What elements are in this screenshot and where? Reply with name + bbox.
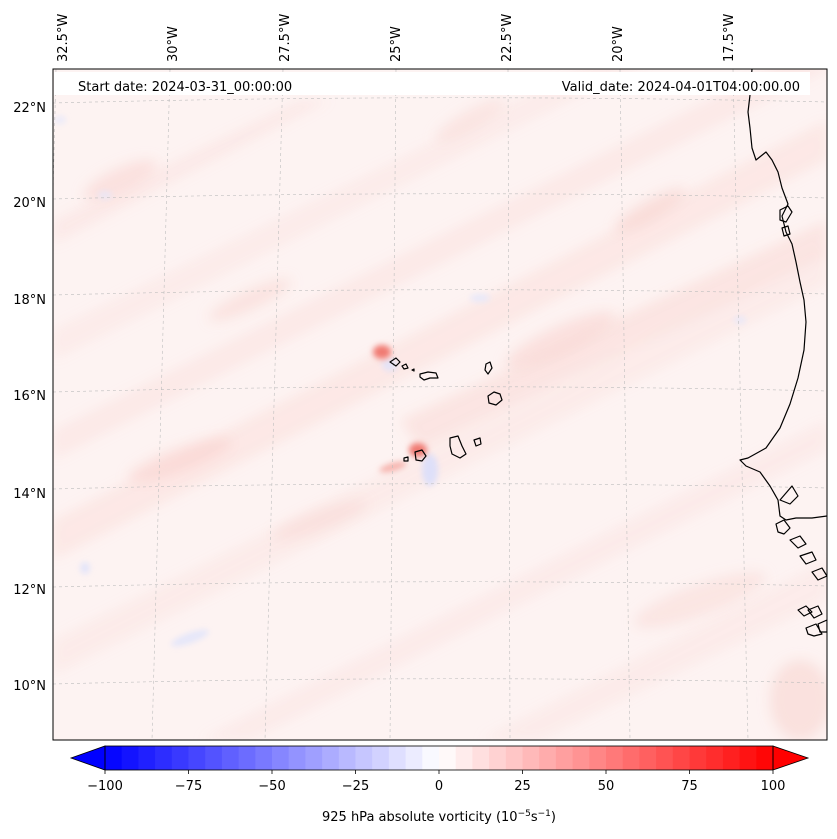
colorbar-cell — [372, 746, 390, 770]
colorbar: −100 −75 −50 −25 0 25 50 75 100 925 hPa absolute… — [69, 745, 810, 825]
longitude-labels: 32.5°W 30°W 27.5°W 25°W 22.5°W 20°W 17.5… — [56, 14, 737, 62]
lat-label: 14°N — [13, 487, 46, 502]
lat-label: 16°N — [13, 389, 46, 404]
colorbar-ticks: −100 −75 −50 −25 0 25 50 75 100 — [87, 770, 785, 794]
island-fogo — [414, 449, 427, 462]
lon-label: 22.5°W — [500, 14, 515, 62]
island-maio — [473, 437, 482, 447]
colorbar-cell — [656, 746, 674, 770]
colorbar-cell — [539, 746, 557, 770]
colorbar-cell — [522, 746, 540, 770]
map-frame — [52, 68, 828, 741]
colorbar-cell — [238, 746, 256, 770]
lon-label: 27.5°W — [278, 14, 293, 62]
colorbar-tick-label: −25 — [342, 779, 369, 794]
colorbar-cell — [188, 746, 206, 770]
colorbar-cell — [405, 746, 423, 770]
lon-label: 20°W — [611, 26, 626, 62]
colorbar-cell — [589, 746, 607, 770]
colorbar-cell — [555, 746, 574, 770]
annotation-box — [54, 72, 810, 95]
colorbar-tick-label: 0 — [435, 779, 443, 794]
colorbar-cell — [288, 746, 306, 770]
colorbar-cell — [622, 746, 640, 770]
colorbar-cell — [672, 746, 691, 770]
colorbar-cell — [439, 746, 457, 770]
lat-label: 12°N — [13, 583, 46, 598]
coastlines — [389, 69, 827, 637]
colorbar-cell — [338, 746, 357, 770]
colorbar-cell — [639, 746, 657, 770]
lat-label: 22°N — [13, 101, 46, 116]
vorticity-field — [53, 69, 827, 740]
lon-label: 17.5°W — [722, 14, 737, 62]
colorbar-tick-label: 25 — [514, 779, 531, 794]
colorbar-cell — [355, 746, 373, 770]
map-panel: Start date: 2024-03-31_00:00:00 Valid_da… — [13, 14, 828, 741]
colorbar-tick-label: −50 — [258, 779, 285, 794]
island-sao-vicente — [401, 363, 409, 370]
colorbar-cell — [221, 746, 240, 770]
colorbar-tick-label: 50 — [598, 779, 615, 794]
island-brava — [403, 456, 409, 462]
island-santo-antao — [389, 357, 401, 367]
colorbar-cell — [606, 746, 624, 770]
island-sao-nicolau — [419, 371, 439, 381]
colorbar-tick-label: −75 — [175, 779, 202, 794]
island-sal — [484, 361, 493, 375]
colorbar-cell — [472, 746, 490, 770]
lat-label: 20°N — [13, 196, 46, 211]
colorbar-cell — [689, 746, 707, 770]
colorbar-extend-high — [772, 745, 810, 771]
lat-label: 10°N — [13, 679, 46, 694]
colorbar-tick-label: 75 — [681, 779, 698, 794]
colorbar-cell — [489, 746, 507, 770]
colorbar-cell — [722, 746, 741, 770]
start-date-label: Start date: 2024-03-31_00:00:00 — [78, 80, 292, 95]
valid-date-label: Valid_date: 2024-04-01T04:00:00.00 — [562, 80, 800, 95]
colorbar-cell — [756, 746, 774, 770]
colorbar-cell — [138, 746, 156, 770]
island-santiago — [449, 435, 467, 459]
colorbar-cell — [272, 746, 290, 770]
colorbar-cell — [205, 746, 223, 770]
colorbar-label: 925 hPa absolute vorticity (10−5s−1) — [322, 809, 556, 825]
island-boa-vista — [487, 391, 503, 406]
colorbar-cell — [171, 746, 190, 770]
colorbar-cell — [706, 746, 724, 770]
latitude-labels: 22°N 20°N 18°N 16°N 14°N 12°N 10°N — [13, 101, 46, 694]
colorbar-cell — [388, 746, 407, 770]
colorbar-cell — [121, 746, 139, 770]
colorbar-cell — [322, 746, 340, 770]
lon-label: 25°W — [389, 26, 404, 62]
colorbar-extend-low — [69, 745, 106, 771]
colorbar-cells — [105, 746, 774, 770]
lat-label: 18°N — [13, 293, 46, 308]
gridlines — [53, 69, 827, 740]
colorbar-cell — [422, 746, 440, 770]
colorbar-cell — [305, 746, 323, 770]
colorbar-tick-label: 100 — [761, 779, 786, 794]
colorbar-cell — [105, 746, 123, 770]
lon-label: 30°W — [166, 26, 181, 62]
colorbar-cell — [255, 746, 273, 770]
colorbar-cell — [505, 746, 524, 770]
colorbar-cell — [155, 746, 173, 770]
colorbar-tick-label: −100 — [87, 779, 123, 794]
colorbar-cell — [739, 746, 757, 770]
colorbar-cell — [572, 746, 590, 770]
lon-label: 32.5°W — [56, 14, 71, 62]
colorbar-cell — [455, 746, 473, 770]
west-africa-coastline — [739, 69, 827, 521]
